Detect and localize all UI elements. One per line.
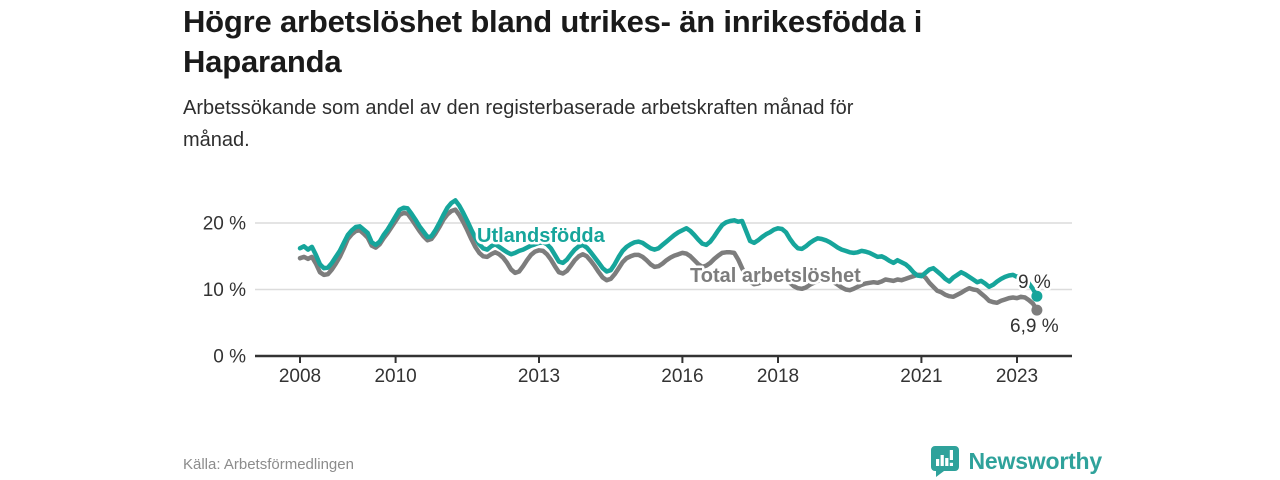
y-axis-tick-label: 10 % [203,280,246,301]
newsworthy-logo: Newsworthy [930,444,1102,478]
line-total-arbetsloshet [297,207,1040,313]
series-label-total-arbetsloshet: Total arbetslöshet [690,265,861,287]
x-axis-tick-label: 2008 [279,366,321,387]
page-subtitle: Arbetssökande som andel av den registerb… [183,97,854,152]
x-axis-tick-label: 2010 [374,366,416,387]
y-axis-tick-label: 20 % [203,214,246,235]
x-axis-tick-label: 2018 [757,366,799,387]
chart-labels: Utlandsfödda Total arbetslöshet 9 % 6,9 … [475,223,1062,340]
newsworthy-bubble-chart-icon [930,445,959,477]
end-value-label-total: 6,9 % [1010,316,1059,337]
end-dot-utlandsfodda [1031,290,1043,302]
x-axis-tick-label: 2013 [518,366,560,387]
series-label-utlandsfodda: Utlandsfödda [477,225,606,247]
source-attribution: Källa: Arbetsförmedlingen [183,456,354,473]
line-utlandsfodda [297,198,1040,299]
x-axis-tick-label: 2021 [900,366,942,387]
chart-series-lines [297,198,1043,316]
end-dot-total-arbetsloshet [1031,304,1043,316]
page-title: Högre arbetslöshet bland utrikes- än inr… [183,4,923,79]
newsworthy-wordmark: Newsworthy [968,447,1103,474]
x-axis-tick-label: 2023 [996,366,1038,387]
chart-grid-and-axes: 0 % 10 % 20 % 2008 2010 2013 2016 2018 2021 2023 [203,214,1072,387]
x-axis-tick-label: 2016 [661,366,703,387]
end-value-label-utlandsfodda: 9 % [1018,272,1051,293]
unemployment-line-chart: 0 %10 %20 %2008 2010 2013 2016 2018 2021 2023 … [203,198,1072,387]
y-axis-tick-label: 0 % [213,347,246,368]
